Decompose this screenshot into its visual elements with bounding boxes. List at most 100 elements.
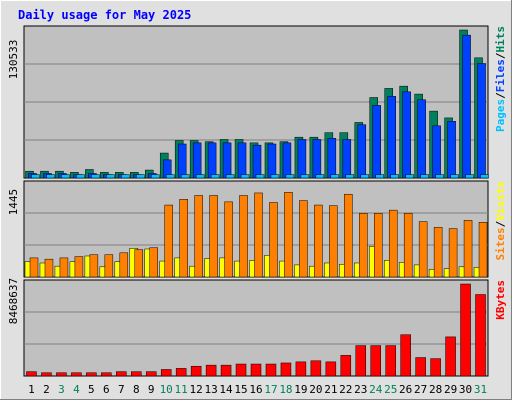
bar-kbytes-day-18 (280, 362, 292, 377)
legend-separator: / (494, 52, 507, 59)
bar-kbytes-day-3 (56, 372, 67, 377)
panel-hits-files-pages: 130533 Pages/Files/Hits (7, 25, 507, 179)
bar-sites-day-15 (239, 195, 248, 278)
bar-sites-day-19 (299, 200, 308, 278)
bar-files-day-15 (237, 142, 247, 179)
bar-kbytes-day-21 (325, 361, 337, 377)
bar-sites-day-3 (59, 257, 69, 278)
bar-kbytes-day-7 (116, 371, 127, 377)
bar-sites-day-27 (418, 221, 428, 278)
bar-sites-day-1 (29, 257, 39, 278)
bar-pages-day-12 (195, 174, 205, 179)
panel-legend: Pages/Files/Hits (494, 26, 507, 132)
x-tick-label: 26 (399, 383, 412, 396)
bar-pages-day-11 (180, 174, 190, 179)
bar-sites-day-6 (104, 254, 114, 278)
bar-sites-day-7 (119, 252, 129, 278)
legend-kbytes: KBytes (494, 280, 507, 320)
x-tick-label: 5 (88, 383, 95, 396)
bar-files-day-23 (357, 124, 367, 179)
bar-files-day-16 (252, 144, 262, 179)
bar-sites-day-25 (388, 209, 398, 278)
bar-sites-day-14 (224, 201, 233, 278)
panel-legend: Sites/Visits (494, 181, 507, 261)
bar-files-day-14 (222, 142, 232, 179)
bar-pages-day-5 (91, 174, 100, 179)
bar-pages-day-1 (31, 174, 40, 179)
bar-sites-day-24 (374, 213, 383, 278)
bar-kbytes-day-29 (445, 336, 456, 377)
bar-sites-day-29 (448, 228, 458, 278)
bar-files-day-11 (177, 143, 187, 179)
x-tick-label: 17 (264, 383, 277, 396)
x-tick-label: 11 (175, 383, 188, 396)
bar-sites-day-18 (284, 192, 293, 278)
bar-sites-day-2 (44, 258, 54, 278)
bar-sites-day-22 (344, 193, 353, 278)
bar-sites-day-13 (209, 195, 218, 278)
bar-kbytes-day-25 (385, 345, 396, 377)
bar-kbytes-day-28 (430, 358, 441, 377)
bar-kbytes-day-12 (190, 365, 202, 377)
bar-kbytes-day-24 (370, 345, 381, 377)
bar-sites-day-12 (194, 195, 203, 278)
y-max-label: 1445 (7, 189, 20, 216)
bar-kbytes-day-10 (160, 369, 172, 377)
x-tick-label: 23 (354, 383, 367, 396)
bar-kbytes-day-11 (175, 368, 187, 377)
bar-pages-day-13 (210, 174, 220, 179)
bar-pages-day-16 (255, 174, 265, 179)
bar-files-day-25 (387, 96, 396, 179)
x-tick-label: 4 (73, 383, 80, 396)
bar-kbytes-day-26 (400, 334, 411, 377)
x-tick-label: 1 (28, 383, 35, 396)
bar-kbytes-day-27 (415, 357, 426, 377)
bar-pages-day-21 (330, 174, 340, 179)
bar-kbytes-day-30 (460, 283, 471, 377)
bar-files-day-30 (462, 34, 471, 179)
bar-kbytes-day-14 (220, 364, 232, 377)
bar-pages-day-18 (285, 174, 295, 179)
bar-files-day-20 (312, 139, 322, 179)
x-tick-label: 2 (43, 383, 50, 396)
bar-pages-day-8 (136, 174, 145, 179)
bar-files-day-19 (297, 139, 307, 179)
x-tick-label: 8 (133, 383, 140, 396)
bar-kbytes-day-23 (355, 345, 367, 377)
bar-sites-day-17 (269, 202, 278, 278)
panel-visits-sites: 1445 Sites/Visits (7, 180, 507, 278)
x-tick-label: 28 (429, 383, 442, 396)
bar-kbytes-day-17 (265, 363, 277, 377)
panel-kbytes: 8468637 KBytes (7, 278, 507, 377)
bar-pages-day-25 (390, 174, 399, 179)
x-axis-labels: 1 2 3 4 5 6 7 8 9 10 11 12 13 14 15 16 17 18 19 20 21 22 23 24 2… (28, 383, 487, 396)
bar-pages-day-27 (420, 174, 429, 179)
bar-sites-day-23 (359, 213, 368, 278)
y-max-label: 130533 (7, 40, 20, 80)
bar-pages-day-6 (106, 174, 115, 179)
bar-kbytes-day-2 (41, 372, 52, 377)
bar-files-day-22 (342, 139, 352, 179)
bar-pages-day-28 (435, 174, 444, 179)
bar-files-day-31 (477, 63, 486, 179)
bar-sites-day-21 (329, 205, 338, 278)
bar-pages-day-10 (165, 174, 175, 179)
bar-pages-day-14 (225, 174, 235, 179)
bar-sites-day-31 (478, 222, 488, 278)
bar-pages-day-4 (76, 174, 85, 179)
legend-files: Files (494, 59, 507, 92)
bar-files-day-28 (432, 125, 441, 179)
bar-pages-day-23 (360, 174, 370, 179)
bar-files-day-18 (282, 142, 292, 179)
x-tick-label: 22 (339, 383, 352, 396)
x-tick-label: 18 (279, 383, 292, 396)
bar-sites-day-16 (254, 192, 263, 278)
bar-pages-day-29 (450, 174, 459, 179)
bar-sites-day-8 (134, 249, 144, 278)
x-tick-label: 20 (309, 383, 322, 396)
bar-files-day-13 (207, 142, 217, 179)
bar-sites-day-26 (403, 213, 413, 278)
bar-sites-day-10 (164, 204, 173, 278)
bar-pages-day-30 (465, 174, 474, 179)
